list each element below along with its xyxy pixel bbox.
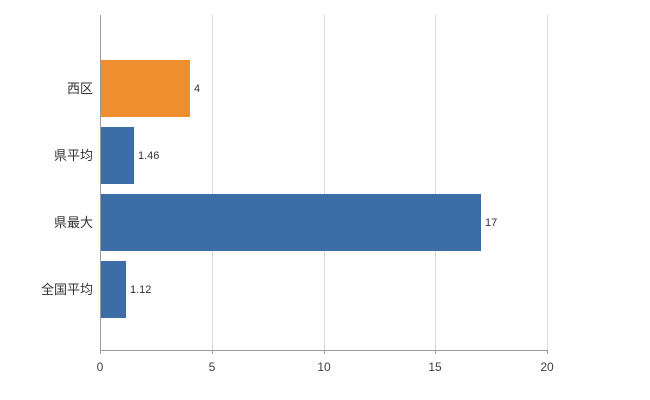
x-axis-tick-label: 0 — [96, 360, 104, 374]
category-label: 西区 — [66, 80, 93, 96]
value-label: 17 — [485, 216, 498, 229]
bar — [101, 60, 190, 117]
gridline — [324, 15, 325, 350]
bar — [101, 261, 126, 318]
gridline — [547, 15, 548, 350]
x-axis-tick-label: 20 — [540, 360, 554, 374]
x-axis-tick-mark — [100, 350, 101, 354]
x-axis-tick-mark — [212, 350, 213, 354]
x-axis-tick-label: 10 — [317, 360, 331, 374]
x-axis-tick-mark — [435, 350, 436, 354]
x-axis-tick-label: 15 — [428, 360, 442, 374]
category-label: 県平均 — [53, 147, 93, 163]
x-axis-tick-mark — [547, 350, 548, 354]
gridline — [212, 15, 213, 350]
value-label: 1.46 — [138, 149, 160, 162]
x-axis-tick-label: 5 — [208, 360, 216, 374]
y-axis-line — [100, 15, 101, 351]
x-axis-tick-mark — [324, 350, 325, 354]
value-label: 4 — [194, 82, 201, 95]
bar — [101, 127, 134, 184]
category-label: 県最大 — [53, 214, 93, 230]
bar — [101, 194, 481, 251]
value-label: 1.12 — [130, 283, 152, 296]
category-label: 全国平均 — [40, 281, 93, 297]
gridline — [435, 15, 436, 350]
